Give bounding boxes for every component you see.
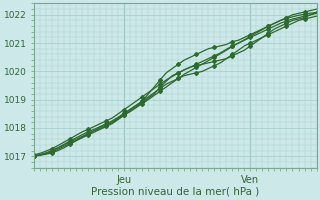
X-axis label: Pression niveau de la mer( hPa ): Pression niveau de la mer( hPa ) bbox=[91, 187, 260, 197]
